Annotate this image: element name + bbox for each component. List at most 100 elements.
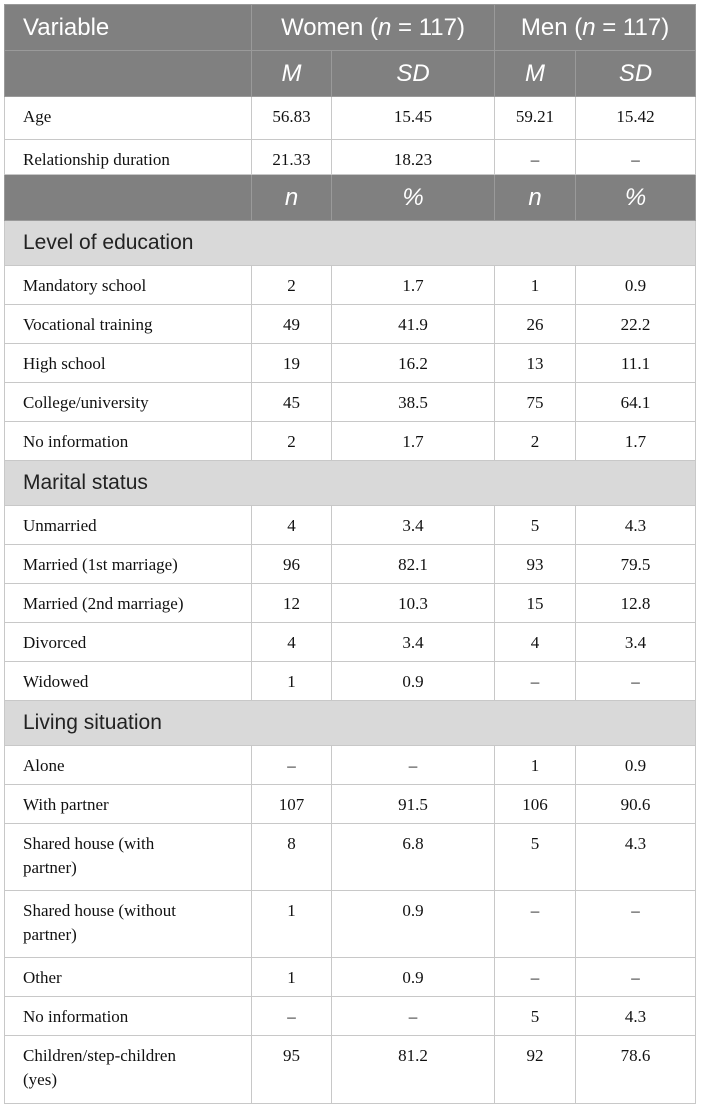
data-row: Unmarried 4 3.4 5 4.3 <box>4 505 697 545</box>
data-row: Alone – –1 0.9 <box>4 745 697 785</box>
cell-value: – <box>330 745 496 785</box>
row-label: Shared house (with partner) <box>4 823 252 891</box>
cell-value: 1 <box>251 890 332 958</box>
data-row: Age 56.83 15.45 59.21 15.42 <box>4 96 697 140</box>
row-label: Relationship duration <box>4 139 252 175</box>
cell-value: 93 <box>494 544 577 584</box>
cell-value: 81.2 <box>330 1035 496 1104</box>
cell-value: 1.7 <box>330 421 496 461</box>
row-label: Children/step-children (yes) <box>4 1035 252 1104</box>
stat-header: M <box>494 50 577 97</box>
cell-value: – <box>494 890 577 958</box>
cell-value: 1.7 <box>575 421 697 461</box>
cell-value: 78.6 <box>575 1035 697 1104</box>
cell-value: 22.2 <box>575 304 697 344</box>
row-label: Unmarried <box>4 505 252 545</box>
cell-value: 19 <box>251 343 332 383</box>
stat-header: M <box>251 50 332 97</box>
cell-value: 11.1 <box>575 343 697 383</box>
data-row: College/university 45 38.5 75 64.1 <box>4 382 697 422</box>
header-cell <box>4 174 252 221</box>
cell-value: – <box>494 957 577 997</box>
cell-value: 38.5 <box>330 382 496 422</box>
table-body: Variable Women (n = 117) Men (n = 117) M SD M… <box>3 4 697 1104</box>
cell-value: 16.2 <box>330 343 496 383</box>
cell-value: 5 <box>494 505 577 545</box>
cell-value: 4 <box>251 622 332 662</box>
cell-value: 6.8 <box>330 823 496 891</box>
header-cell: Variable <box>4 4 252 51</box>
section-title: Level of education <box>3 220 697 266</box>
group-header: Men (n = 117) <box>494 4 697 51</box>
cell-value: 2 <box>494 421 577 461</box>
cell-value: 49 <box>251 304 332 344</box>
data-row: With partner 107 91.5 106 90.6 <box>4 784 697 824</box>
cell-value: – <box>494 139 577 175</box>
group-header: Women (n = 117) <box>250 4 496 51</box>
cell-value: – <box>575 139 697 175</box>
cell-value: – <box>251 996 332 1036</box>
header-text: n <box>582 13 596 41</box>
cell-value: 21.33 <box>251 139 332 175</box>
stat-header-row: M SD M SD <box>4 50 697 97</box>
cell-value: – <box>575 661 697 701</box>
data-row: No information – –5 4.3 <box>4 996 697 1036</box>
stat-header: n <box>494 174 577 221</box>
row-label: No information <box>4 421 252 461</box>
data-row: Children/step-children (yes) 95 81.2 92 78.6 <box>4 1035 697 1104</box>
cell-value: 96 <box>251 544 332 584</box>
header-text: = 117) <box>391 13 465 41</box>
cell-value: 75 <box>494 382 577 422</box>
cell-value: – <box>575 890 697 958</box>
header-row: Variable Women (n = 117) Men (n = 117) <box>4 4 697 51</box>
cell-value: 4 <box>494 622 577 662</box>
row-label: With partner <box>4 784 252 824</box>
stat-header: SD <box>330 50 496 97</box>
cell-value: 0.9 <box>575 745 697 785</box>
cell-value: 0.9 <box>575 265 697 305</box>
cell-value: 2 <box>251 421 332 461</box>
stat-header: % <box>330 174 496 221</box>
data-row: Married (2nd marriage) 12 10.3 15 12.8 <box>4 583 697 623</box>
row-label: Age <box>4 96 252 140</box>
cell-value: – <box>494 661 577 701</box>
header-text: n <box>377 13 392 41</box>
cell-value: 2 <box>251 265 332 305</box>
row-label: Vocational training <box>4 304 252 344</box>
header-text: Women ( <box>281 13 378 41</box>
row-label: Mandatory school <box>4 265 252 305</box>
data-row: Vocational training 49 41.9 26 22.2 <box>4 304 697 344</box>
row-label: Married (2nd marriage) <box>4 583 252 623</box>
cell-value: 79.5 <box>575 544 697 584</box>
cell-value: 4.3 <box>575 996 697 1036</box>
data-row: Widowed 1 0.9– – <box>4 661 697 701</box>
cell-value: 18.23 <box>330 139 496 175</box>
data-row: Mandatory school 2 1.7 1 0.9 <box>4 265 697 305</box>
cell-value: 10.3 <box>330 583 496 623</box>
cell-value: 3.4 <box>575 622 697 662</box>
data-row: Shared house (with partner) 8 6.8 5 4.3 <box>4 823 697 891</box>
cell-value: 0.9 <box>330 890 496 958</box>
row-label: Other <box>4 957 252 997</box>
cell-value: 90.6 <box>575 784 697 824</box>
cell-value: 64.1 <box>575 382 697 422</box>
data-row: Married (1st marriage) 96 82.1 93 79.5 <box>4 544 697 584</box>
stat-header: n <box>251 174 332 221</box>
cell-value: 0.9 <box>330 661 496 701</box>
cell-value: – <box>330 996 496 1036</box>
cell-value: 41.9 <box>330 304 496 344</box>
cell-value: 91.5 <box>330 784 496 824</box>
cell-value: 1 <box>494 265 577 305</box>
cell-value: 8 <box>251 823 332 891</box>
cell-value: 107 <box>251 784 332 824</box>
section-row: Living situation <box>3 700 697 746</box>
row-label: No information <box>4 996 252 1036</box>
section-title: Marital status <box>3 460 697 506</box>
cell-value: 1 <box>251 661 332 701</box>
cell-value: 15 <box>494 583 577 623</box>
data-table: Variable Women (n = 117) Men (n = 117) M SD M… <box>3 4 697 1104</box>
cell-value: 59.21 <box>494 96 577 140</box>
row-label: Widowed <box>4 661 252 701</box>
cell-value: 12 <box>251 583 332 623</box>
